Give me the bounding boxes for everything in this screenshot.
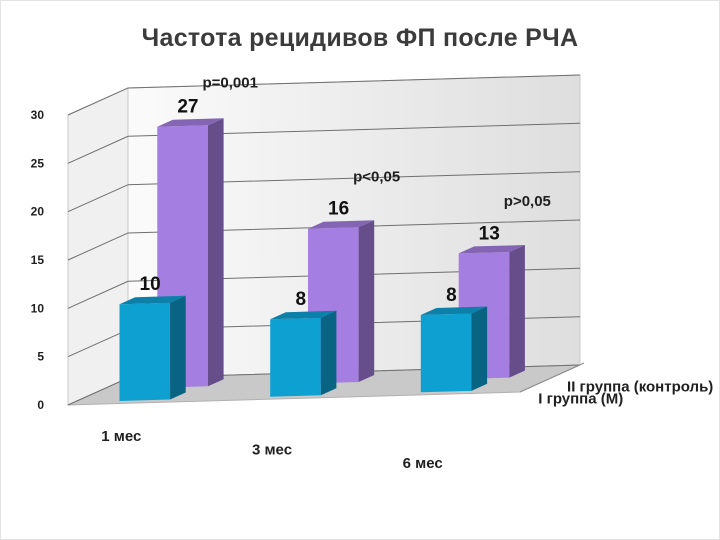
bar-side-face (471, 306, 488, 391)
bar-top-face (308, 220, 375, 229)
y-tick-label: 0 (37, 398, 44, 412)
p-value-annotation: p>0,05 (504, 193, 551, 210)
bar-front-face (270, 317, 321, 397)
y-tick-label: 25 (31, 156, 45, 170)
gridline (67, 122, 581, 164)
gridline (67, 219, 581, 261)
bar-top-face (420, 306, 488, 315)
y-tick-label: 20 (31, 205, 45, 219)
x-category-label: 1 мес (101, 428, 141, 445)
data-label: 13 (479, 223, 500, 244)
data-label: 8 (446, 285, 457, 306)
y-tick-label: 15 (31, 253, 45, 267)
bar-side-face (208, 118, 224, 387)
gridline (67, 171, 581, 213)
chart-title: Частота рецидивов ФП после РЧА (141, 24, 579, 52)
y-tick-label: 10 (31, 301, 45, 315)
x-category-label: 6 мес (403, 455, 443, 472)
bar (119, 295, 186, 401)
y-tick-label: 30 (31, 108, 45, 122)
bar-side-face (358, 220, 375, 382)
gridline (67, 74, 581, 116)
bar-top-face (119, 295, 186, 305)
bar-front-face (119, 302, 171, 401)
data-label: 27 (177, 97, 198, 118)
gridline (67, 267, 581, 309)
bar (270, 310, 337, 397)
bar-top-face (157, 118, 224, 127)
p-value-annotation: p=0,001 (202, 75, 257, 92)
x-category-label: 3 мес (252, 442, 292, 459)
p-value-annotation: p<0,05 (353, 169, 400, 186)
bar-top-face (458, 245, 525, 254)
data-label: 8 (295, 289, 306, 310)
bar-side-face (509, 245, 525, 378)
bar-top-face (270, 310, 337, 320)
y-tick-label: 5 (37, 350, 44, 364)
series-axis-label: II группа (контроль) (567, 379, 713, 396)
depth-axis-line (519, 362, 585, 393)
data-label: 16 (328, 199, 349, 220)
bar-side-face (170, 295, 186, 400)
data-label: 10 (140, 274, 161, 295)
series-axis-label: I группа (М) (538, 390, 623, 407)
bar-side-face (320, 310, 337, 396)
bar-front-face (420, 313, 472, 393)
bar (420, 306, 488, 393)
